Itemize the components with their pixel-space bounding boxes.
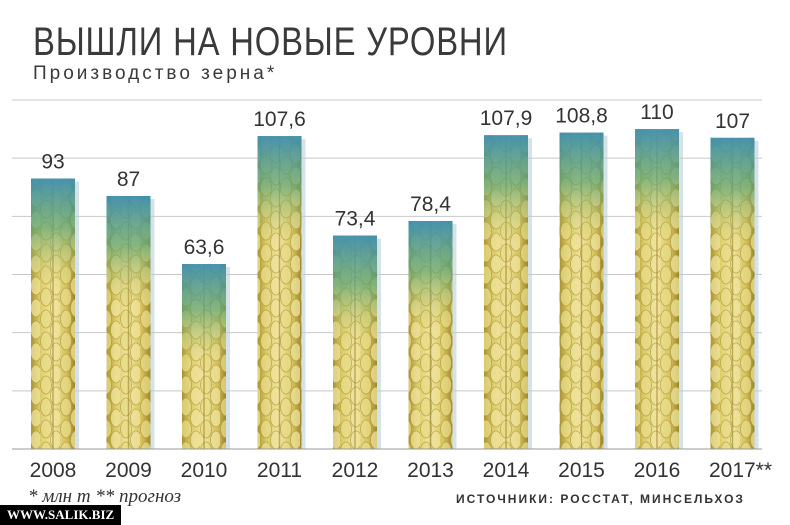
bar	[333, 235, 381, 449]
bars-group	[31, 129, 759, 450]
category-label: 2017**	[709, 459, 772, 482]
bar	[31, 178, 79, 449]
bar	[257, 136, 306, 449]
bar	[635, 129, 683, 450]
bar	[710, 137, 759, 449]
sources-text: ИСТОЧНИКИ: РОССТАТ, МИНСЕЛЬХОЗ	[456, 492, 745, 506]
value-label: 93	[41, 151, 64, 174]
value-label: 107,6	[253, 108, 306, 131]
value-label: 73,4	[335, 208, 376, 231]
value-labels-group: 93 87 63,6 107,6 73,4 78,4 107,9 108,8 110 107	[41, 101, 750, 259]
chart-title: ВЫШЛИ НА НОВЫЕ УРОВНИ	[33, 20, 508, 64]
bar	[484, 135, 532, 449]
value-label: 110	[640, 101, 673, 124]
category-label: 2008	[30, 459, 77, 482]
bar	[408, 220, 457, 449]
bar	[106, 195, 155, 449]
category-label: 2013	[407, 459, 454, 482]
category-label: 2010	[181, 459, 228, 482]
footnote: * млн т ** прогноз	[28, 486, 182, 507]
category-label: 2015	[558, 459, 605, 482]
value-label: 107	[715, 110, 750, 133]
value-label: 63,6	[184, 236, 225, 259]
bar	[182, 264, 230, 449]
value-label: 108,8	[555, 105, 608, 128]
value-label: 78,4	[410, 193, 451, 216]
chart-subtitle: Производство зерна*	[33, 63, 278, 84]
value-label: 87	[117, 168, 140, 191]
category-label: 2016	[634, 459, 681, 482]
bar	[559, 132, 608, 449]
category-label: 2011	[257, 459, 302, 482]
category-labels-group: 2008 2009 2010 2011 2012 2013 2014 2015 2016 2017…	[30, 459, 772, 482]
category-label: 2012	[332, 459, 379, 482]
category-label: 2014	[483, 459, 530, 482]
watermark: WWW.SALIK.BIZ	[0, 505, 122, 525]
value-label: 107,9	[480, 107, 533, 130]
category-label: 2009	[105, 459, 152, 482]
